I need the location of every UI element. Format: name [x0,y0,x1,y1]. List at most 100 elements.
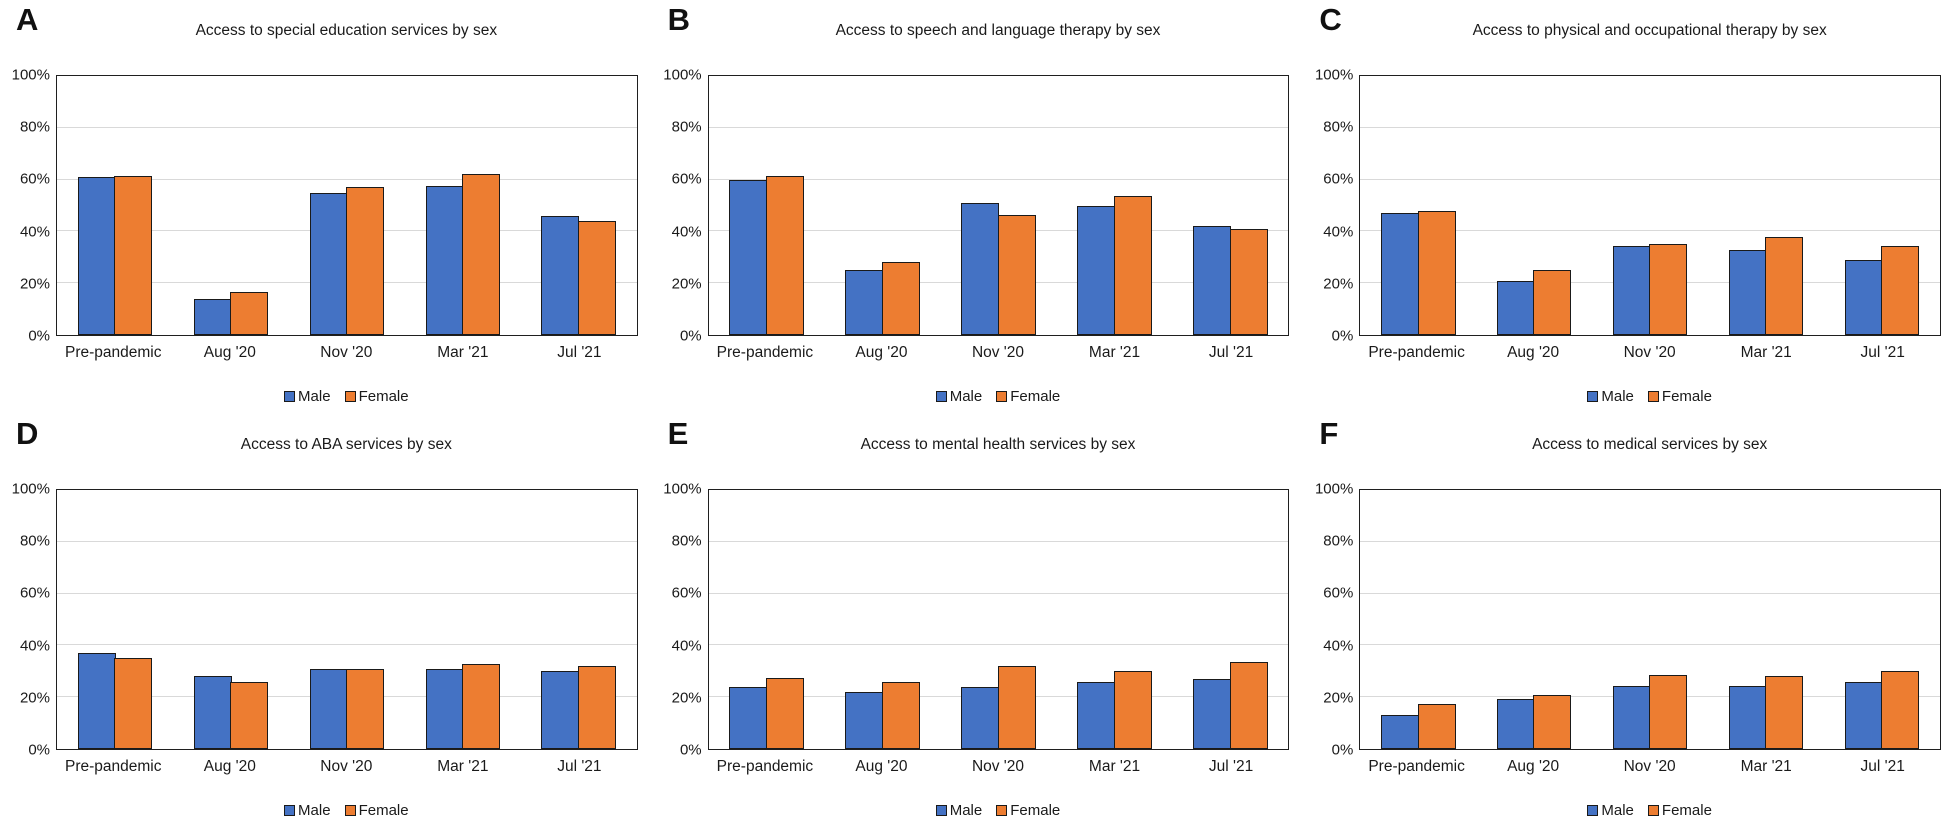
legend-label: Male [298,802,331,819]
bar-female [1417,210,1456,335]
y-axis: 0% 20% 40% 60% 80% 100% [1311,481,1359,759]
bar-group [57,76,173,335]
bar-female [346,668,385,749]
bar-female [1533,270,1572,335]
y-axis-tick-label: 20% [671,275,702,293]
bar-male [1077,681,1116,749]
x-axis-labels: Pre-pandemic Aug '20 Nov '20 Mar '21 Jul '21 [1358,344,1941,362]
y-axis-tick-label: 100% [1314,66,1354,84]
bar-groups [57,76,637,335]
bar-female [1881,671,1920,749]
y-axis-tick-label: 80% [1323,532,1354,550]
bar-group [941,76,1057,335]
y-axis: 0% 20% 40% 60% 80% 100% [1311,67,1359,345]
legend-swatch-icon [996,805,1008,816]
gridline [1360,540,1940,542]
bar-male [425,186,464,335]
chart-panel-b: B Access to speech and language therapy … [652,0,1304,414]
bar-female [462,174,501,335]
x-axis-label: Mar '21 [437,344,489,361]
plot-area [1359,489,1941,750]
bar-group [1708,490,1824,749]
bar-female [1649,675,1688,749]
bar-female [577,221,616,335]
legend: Male Female [55,802,638,819]
bar-male [1381,715,1420,749]
legend-label: Female [1661,802,1712,819]
bar-female [230,681,269,749]
x-axis-label: Mar '21 [1088,344,1141,361]
legend: Male Female [707,388,1290,405]
legend-item-male: Male [935,388,982,405]
y-axis-tick-label: 0% [679,327,702,345]
plot-wrap: 0% 20% 40% 60% 80% 100% [8,67,638,345]
chart-title: Access to ABA services by sex [240,436,452,453]
bar-group [173,490,289,749]
bar-male [1612,685,1651,749]
gridline [708,644,1289,646]
bar-groups [709,76,1289,335]
legend-item-female: Female [344,802,409,819]
x-axis-label: Pre-pandemic [65,758,162,775]
y-axis-tick-label: 100% [663,66,702,84]
y-axis-tick-label: 20% [19,689,50,707]
panel-letter: F [1319,416,1339,451]
legend-item-female: Female [344,388,409,405]
gridline [57,178,637,180]
x-axis-label: Pre-pandemic [65,344,162,361]
x-axis-label: Aug '20 [1507,344,1560,361]
x-axis-label: Nov '20 [320,344,373,361]
bar-male [1496,280,1535,335]
bar-group [405,76,521,335]
x-axis-label: Pre-pandemic [716,344,814,361]
y-axis-tick-label: 20% [19,275,50,293]
bar-group [1476,76,1592,335]
bar-female [577,666,616,749]
legend: Male Female [707,802,1290,819]
panel-letter: C [1319,2,1342,37]
legend-swatch-icon [1647,391,1659,402]
x-axis-labels: Pre-pandemic Aug '20 Nov '20 Mar '21 Jul '21 [1358,758,1941,776]
legend-swatch-icon [344,805,356,816]
x-axis-label: Jul '21 [1860,758,1905,775]
bar-group [521,76,637,335]
bar-male [1381,213,1420,335]
bar-groups [1360,76,1940,335]
y-axis-tick-label: 60% [671,170,702,188]
x-axis-label: Aug '20 [1507,758,1560,775]
legend-item-female: Female [1647,802,1712,819]
bar-group [1824,76,1940,335]
legend-label: Male [949,802,983,819]
x-axis-label: Mar '21 [1088,758,1141,775]
plot-area [707,489,1290,750]
y-axis-tick-label: 0% [28,741,50,759]
bar-group [289,76,405,335]
gridline [1360,644,1940,646]
x-axis-label: Jul '21 [1860,344,1905,361]
legend: Male Female [55,388,638,405]
y-axis-tick-label: 80% [671,118,702,136]
x-axis-label: Pre-pandemic [1368,758,1465,775]
x-axis-labels: Pre-pandemic Aug '20 Nov '20 Mar '21 Jul '21 [707,344,1290,362]
y-axis-tick-label: 40% [1323,223,1354,241]
bar-groups [1360,490,1940,749]
x-axis-label: Mar '21 [1740,758,1792,775]
y-axis-tick-label: 20% [1323,689,1354,707]
x-axis-label: Nov '20 [971,758,1025,775]
bar-group [1592,76,1708,335]
bar-male [729,179,768,335]
bar-groups [709,490,1289,749]
plot-area [707,75,1290,336]
legend: Male Female [1358,388,1941,405]
bar-group [1476,490,1592,749]
plot-wrap: 0% 20% 40% 60% 80% 100% [8,481,638,759]
y-axis-tick-label: 40% [1323,637,1354,655]
panel-letter: A [16,2,39,37]
bar-female [346,187,385,335]
bar-group [1056,490,1172,749]
y-axis-tick-label: 100% [11,66,50,84]
x-axis-label: Mar '21 [437,758,489,775]
plot-area [56,489,638,750]
gridline [1360,126,1940,128]
chart-panel-f: F Access to medical services by sex 0% 20… [1303,414,1955,828]
